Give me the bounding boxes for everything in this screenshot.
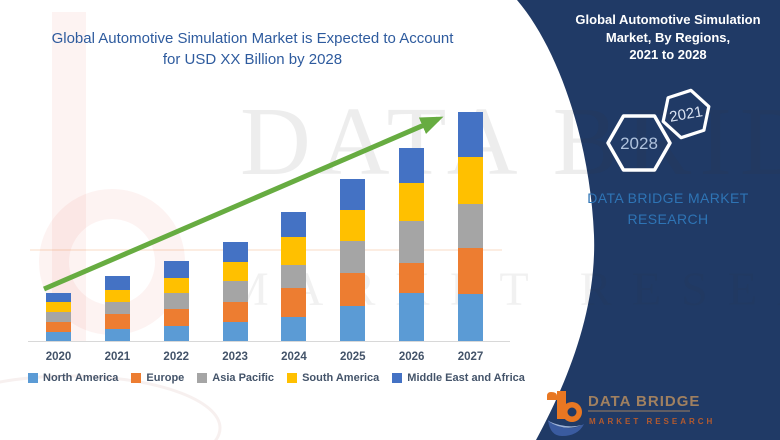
brand-text-line1: DATA BRIDGE MARKET bbox=[587, 190, 749, 206]
legend-item-north-america: North America bbox=[28, 372, 118, 384]
side-panel-title-line3: 2021 to 2028 bbox=[629, 47, 707, 62]
brand-text-line2: RESEARCH bbox=[627, 211, 709, 227]
legend-swatch-icon bbox=[392, 373, 403, 383]
bar-segment-south-america bbox=[104, 290, 130, 302]
bar-segment-europe bbox=[104, 314, 130, 329]
logo-subtitle-text: MARKET RESEARCH bbox=[589, 417, 715, 426]
side-panel-title-line2: Market, By Regions, bbox=[605, 29, 731, 45]
legend-swatch-icon bbox=[287, 373, 298, 383]
bar-2020 bbox=[46, 292, 71, 341]
chart-title-line1: Global Automotive Simulation Market is E… bbox=[51, 30, 454, 47]
legend-label: Middle East and Africa bbox=[407, 372, 525, 384]
legend-label: Europe bbox=[146, 372, 185, 384]
legend-label: South America bbox=[302, 372, 380, 384]
bar-segment-middle-east-and-africa bbox=[458, 112, 484, 157]
bar-segment-asia-pacific bbox=[458, 204, 484, 248]
side-panel-title: Global Automotive Simulation Market, By … bbox=[566, 11, 770, 64]
x-axis-label-2020: 2020 bbox=[45, 351, 72, 363]
bar-segment-north-america bbox=[222, 322, 248, 341]
bar-segment-north-america bbox=[340, 306, 366, 341]
logo-b-icon bbox=[547, 391, 584, 436]
x-axis-line bbox=[28, 341, 510, 342]
hexagon-2021 bbox=[661, 88, 711, 140]
bar-segment-europe bbox=[458, 248, 484, 294]
bar-2027 bbox=[458, 112, 484, 341]
legend-swatch-icon bbox=[197, 373, 208, 383]
bar-segment-north-america bbox=[281, 317, 307, 341]
legend-label: Asia Pacific bbox=[212, 372, 275, 384]
bar-segment-europe bbox=[281, 288, 307, 317]
x-axis-label-2026: 2026 bbox=[398, 351, 425, 363]
hexagon-2028 bbox=[606, 114, 672, 172]
bar-segment-north-america bbox=[399, 293, 425, 341]
bar-segment-north-america bbox=[104, 329, 130, 341]
side-panel-title-line1: Global Automotive Simulation bbox=[575, 12, 761, 27]
legend-item-middle-east-and-africa: Middle East and Africa bbox=[392, 372, 525, 384]
bar-segment-asia-pacific bbox=[163, 292, 189, 309]
bar-segment-south-america bbox=[46, 302, 71, 312]
x-axis-label-2024: 2024 bbox=[281, 351, 307, 363]
bar-segment-middle-east-and-africa bbox=[46, 292, 71, 302]
legend-item-south-america: South America bbox=[287, 372, 379, 384]
bar-segment-asia-pacific bbox=[46, 311, 71, 322]
bar-segment-north-america bbox=[458, 294, 484, 341]
brand-text: DATA BRIDGE MARKET RESEARCH bbox=[560, 188, 776, 230]
legend-item-asia-pacific: Asia Pacific bbox=[197, 372, 274, 384]
bar-segment-north-america bbox=[163, 325, 189, 341]
x-axis-label-2022: 2022 bbox=[163, 351, 190, 363]
chart-title: Global Automotive Simulation Market is E… bbox=[30, 28, 475, 70]
hexagon-2028-label: 2028 bbox=[620, 134, 658, 153]
chart-title-line2: for USD XX Billion by 2028 bbox=[162, 51, 343, 68]
bar-segment-europe bbox=[163, 309, 189, 326]
bar-segment-asia-pacific bbox=[104, 301, 130, 314]
x-axis-label-2021: 2021 bbox=[104, 351, 131, 363]
bar-segment-europe bbox=[46, 321, 71, 332]
bar-segment-south-america bbox=[458, 157, 484, 204]
x-axis-label-2027: 2027 bbox=[457, 351, 484, 363]
x-axis-label-2023: 2023 bbox=[222, 351, 248, 363]
legend-swatch-icon bbox=[28, 373, 38, 383]
legend: North America Europe Asia Pacific South Ame… bbox=[28, 372, 525, 384]
bar-segment-north-america bbox=[46, 332, 71, 341]
legend-swatch-icon bbox=[131, 373, 142, 383]
legend-label: North America bbox=[43, 372, 119, 384]
logo-name-text: DATA BRIDGE bbox=[588, 393, 700, 410]
x-axis-label-2025: 2025 bbox=[340, 351, 366, 363]
bar-segment-europe bbox=[222, 302, 248, 322]
legend-item-europe: Europe bbox=[131, 372, 184, 384]
hexagon-2021-label: 2021 bbox=[668, 103, 704, 126]
